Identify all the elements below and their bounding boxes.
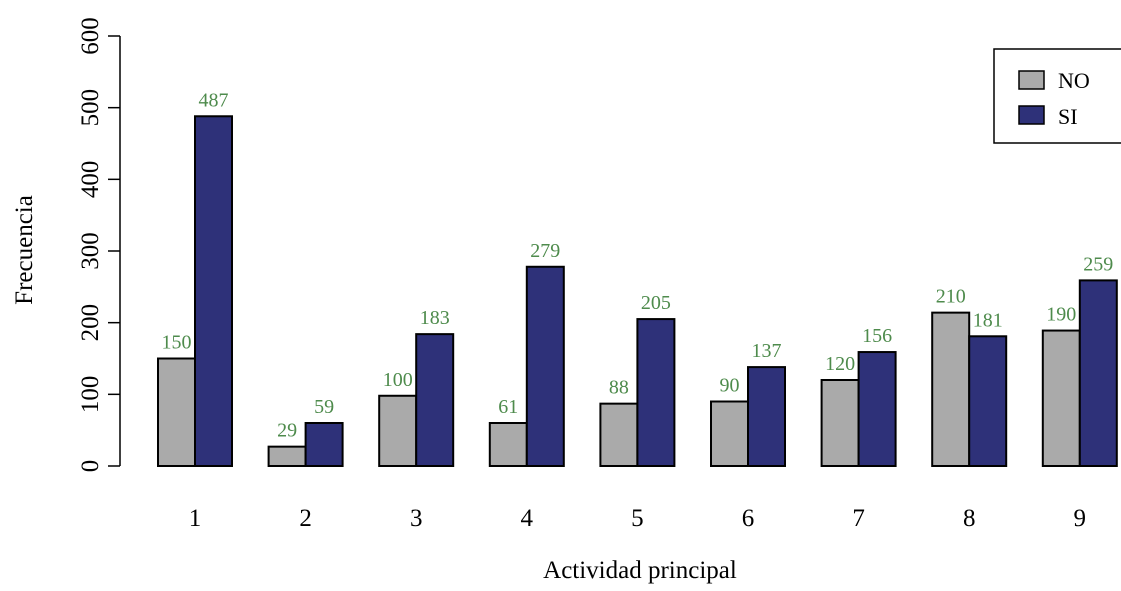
y-tick-label: 400 xyxy=(77,161,104,199)
bar-si-5 xyxy=(636,318,676,468)
x-tick-label: 5 xyxy=(631,505,644,532)
data-label-si-8: 181 xyxy=(973,309,1003,331)
legend: NO SI xyxy=(993,48,1121,144)
bar-si-8 xyxy=(968,335,1008,467)
data-label-no-8: 210 xyxy=(936,286,966,308)
data-labels: 150 487 29 59 100 183 61 279 88 205 90 137 120 156 210… xyxy=(162,89,1114,441)
data-label-no-9: 190 xyxy=(1046,304,1076,326)
x-tick-label: 4 xyxy=(521,505,534,532)
data-label-si-3: 183 xyxy=(420,307,450,329)
bar-si-6 xyxy=(747,366,786,468)
bar-no-8 xyxy=(931,311,971,467)
bars xyxy=(157,115,1118,468)
data-label-si-6: 137 xyxy=(752,340,782,362)
bar-si-4 xyxy=(525,265,565,467)
data-label-si-5: 205 xyxy=(641,292,671,314)
bar-si-9 xyxy=(1078,279,1118,467)
x-tick-label: 7 xyxy=(852,505,865,532)
bar-no-4 xyxy=(488,422,528,467)
data-label-no-4: 61 xyxy=(498,396,518,418)
data-label-si-1: 487 xyxy=(199,89,229,111)
bar-no-7 xyxy=(820,379,860,467)
y-axis-title: Frecuencia xyxy=(11,195,38,305)
y-tick-label: 200 xyxy=(77,304,104,342)
bar-si-3 xyxy=(415,333,455,467)
x-tick-label: 6 xyxy=(742,505,755,532)
x-tick-label: 9 xyxy=(1074,505,1087,532)
legend-swatch-si xyxy=(1018,105,1045,125)
x-tick-label: 3 xyxy=(410,505,423,532)
bar-no-6 xyxy=(710,400,749,467)
data-label-no-3: 100 xyxy=(383,369,413,391)
bar-no-9 xyxy=(1041,329,1081,467)
x-axis-title: Actividad principal xyxy=(543,557,737,584)
legend-swatch-no xyxy=(1018,70,1045,90)
data-label-no-2: 29 xyxy=(277,420,297,442)
x-tick-label: 2 xyxy=(299,505,312,532)
bar-si-2 xyxy=(304,422,344,467)
bar-no-2 xyxy=(267,445,307,467)
legend-box xyxy=(993,48,1121,144)
data-label-si-2: 59 xyxy=(314,396,334,418)
data-label-si-4: 279 xyxy=(530,240,560,262)
bar-no-1 xyxy=(157,357,196,467)
bar-si-1 xyxy=(194,115,233,468)
y-tick-label: 300 xyxy=(77,232,104,270)
y-tick-label: 600 xyxy=(77,17,104,55)
legend-label-si: SI xyxy=(1058,104,1078,129)
data-label-si-9: 259 xyxy=(1083,253,1113,275)
y-axis: 0 100 200 300 400 500 600 xyxy=(77,17,121,473)
y-tick-label: 100 xyxy=(77,376,104,414)
data-label-no-1: 150 xyxy=(162,332,192,354)
x-tick-label: 8 xyxy=(963,505,976,532)
x-tick-label: 1 xyxy=(189,505,202,532)
data-label-si-7: 156 xyxy=(862,325,892,347)
bar-no-3 xyxy=(378,394,418,467)
data-label-no-7: 120 xyxy=(825,353,855,375)
y-tick-label: 0 xyxy=(77,460,104,473)
data-label-no-5: 88 xyxy=(609,377,629,399)
data-label-no-6: 90 xyxy=(720,375,740,397)
bar-si-7 xyxy=(857,351,897,467)
x-axis: 1 2 3 4 5 6 7 8 9 xyxy=(189,505,1086,532)
bar-no-5 xyxy=(599,402,639,467)
y-tick-label: 500 xyxy=(77,89,104,127)
legend-label-no: NO xyxy=(1058,68,1090,93)
